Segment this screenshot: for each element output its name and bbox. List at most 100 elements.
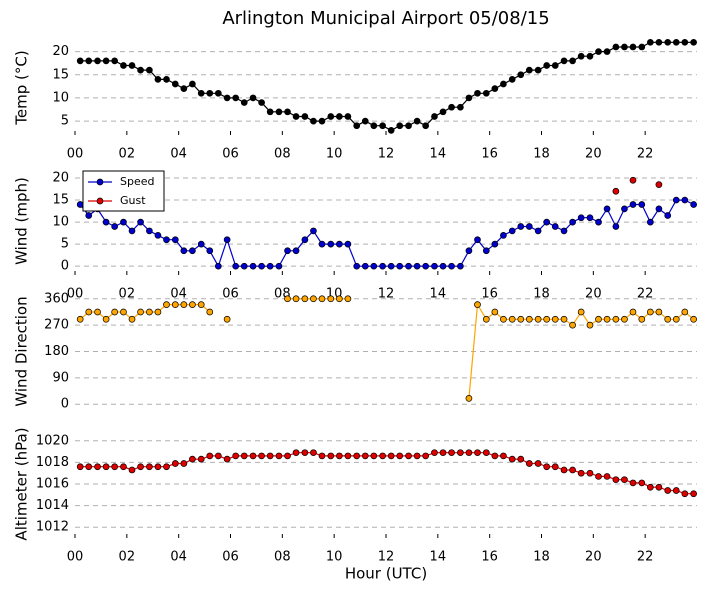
data-point <box>457 449 464 457</box>
data-point <box>327 452 335 460</box>
data-point <box>508 455 516 463</box>
data-point <box>189 80 196 88</box>
data-point <box>223 315 231 323</box>
x-axis-label: Hour (UTC) <box>345 565 427 583</box>
data-point <box>111 308 119 316</box>
data-point <box>681 490 689 498</box>
data-point <box>612 43 620 51</box>
data-point <box>525 223 533 230</box>
data-point <box>214 262 222 270</box>
data-point <box>240 99 248 106</box>
data-point <box>266 452 274 460</box>
data-point <box>534 227 542 235</box>
data-point <box>284 247 291 255</box>
data-point <box>258 452 265 460</box>
data-point <box>146 66 153 74</box>
data-point <box>154 308 162 316</box>
data-point <box>206 452 214 460</box>
data-point <box>353 452 361 460</box>
y-tick-label: 5 <box>61 237 69 252</box>
y-axis-label: Temp (°C) <box>13 50 31 125</box>
y-tick-label: 15 <box>52 193 69 208</box>
data-point <box>629 176 637 184</box>
data-point <box>189 247 196 255</box>
data-point <box>413 262 421 270</box>
data-point <box>379 262 386 270</box>
data-point <box>180 247 188 255</box>
y-tick-label: 15 <box>52 67 69 82</box>
data-point <box>137 218 144 226</box>
data-point <box>189 455 196 463</box>
data-point <box>612 187 620 195</box>
data-point <box>621 43 628 51</box>
y-tick-label: 10 <box>52 215 69 230</box>
data-point <box>431 113 438 120</box>
data-point <box>655 38 663 46</box>
data-point <box>85 308 93 316</box>
series-line <box>79 199 694 268</box>
data-point <box>146 308 153 316</box>
data-point <box>586 214 594 222</box>
data-point <box>146 227 153 235</box>
data-point <box>500 80 507 88</box>
data-point <box>266 262 274 270</box>
data-point <box>439 108 447 116</box>
legend-marker <box>96 178 104 186</box>
data-point <box>249 452 257 460</box>
data-point <box>197 240 205 248</box>
x-tick-label: 02 <box>119 550 136 565</box>
series-line <box>80 452 694 495</box>
data-point <box>249 262 257 270</box>
legend-label: Gust <box>120 194 146 207</box>
data-point <box>370 122 378 130</box>
data-point <box>491 308 499 316</box>
data-point <box>560 227 568 235</box>
data-point <box>120 218 127 226</box>
data-point <box>482 247 490 255</box>
data-point <box>474 301 481 308</box>
data-point <box>85 463 93 471</box>
data-point <box>154 76 162 83</box>
data-point <box>448 449 455 457</box>
data-point <box>128 466 136 474</box>
data-point <box>318 452 326 460</box>
data-point <box>111 223 119 230</box>
data-point <box>292 449 300 457</box>
x-tick-label: 16 <box>481 147 498 162</box>
data-point <box>301 295 309 303</box>
y-tick-label: 20 <box>52 171 69 186</box>
x-tick-label: 16 <box>481 287 498 302</box>
data-point <box>387 262 395 270</box>
data-point <box>431 449 438 457</box>
data-point <box>137 66 144 74</box>
data-point <box>482 89 490 97</box>
data-point <box>508 315 516 323</box>
x-tick-label: 22 <box>637 550 654 565</box>
x-tick-label: 14 <box>430 287 447 302</box>
data-point <box>534 460 542 467</box>
data-point <box>379 122 386 130</box>
x-tick-label: 12 <box>378 287 395 302</box>
data-point <box>655 205 663 213</box>
data-point <box>197 455 205 463</box>
data-point <box>457 103 464 111</box>
x-tick-label: 18 <box>533 147 550 162</box>
data-point <box>672 487 680 494</box>
y-tick-label: 0 <box>61 397 69 412</box>
data-point <box>465 247 473 255</box>
data-point <box>387 452 395 460</box>
data-point <box>266 108 274 116</box>
data-point <box>517 455 525 463</box>
data-point <box>396 122 404 130</box>
data-point <box>353 262 361 270</box>
data-point <box>344 113 352 120</box>
data-point <box>111 57 119 65</box>
series-line <box>79 298 694 399</box>
data-point <box>612 223 620 230</box>
data-point <box>214 89 222 97</box>
data-point <box>586 52 594 60</box>
y-tick-label: 1018 <box>36 455 69 470</box>
y-axis-label: Wind Direction <box>13 296 31 406</box>
data-point <box>534 66 542 74</box>
